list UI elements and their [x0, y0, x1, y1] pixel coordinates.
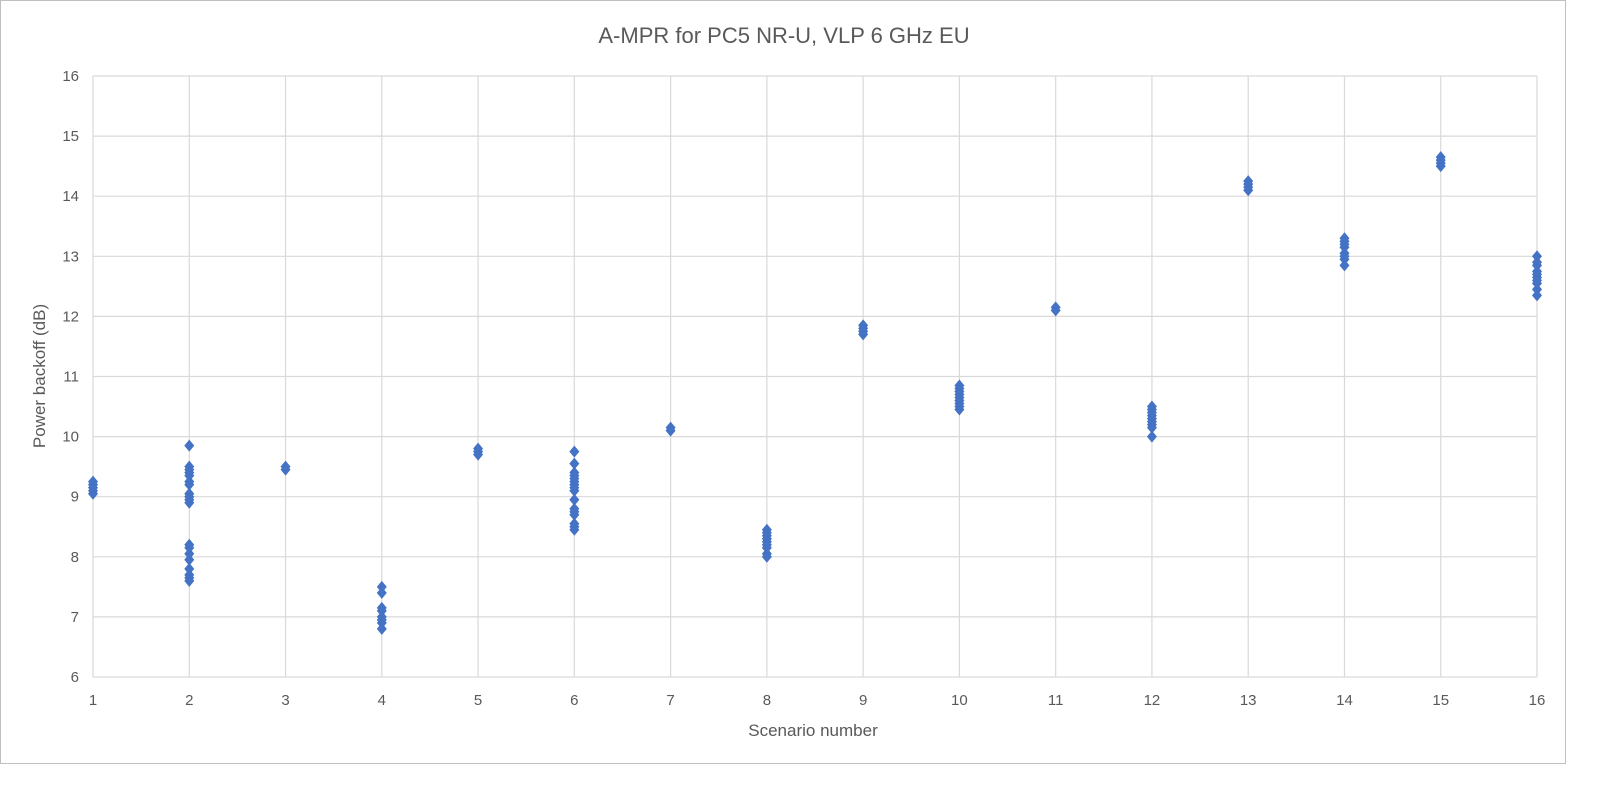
- data-point: [1532, 250, 1542, 263]
- x-axis-label: Scenario number: [748, 721, 878, 740]
- data-point: [280, 460, 291, 473]
- x-tick-label: 8: [763, 692, 771, 709]
- data-point: [184, 475, 195, 488]
- data-point: [1146, 400, 1157, 413]
- y-tick-labels: 6 7 8 9 10 11 12 13 14 15 16: [62, 68, 79, 686]
- data-point: [184, 487, 195, 500]
- data-point: [1339, 259, 1350, 272]
- y-tick-label: 11: [63, 369, 79, 386]
- y-tick-label: 14: [62, 188, 79, 205]
- data-point: [473, 442, 484, 455]
- y-tick-label: 8: [71, 549, 79, 566]
- x-tick-label: 4: [378, 692, 386, 709]
- x-tick-label: 9: [859, 692, 867, 709]
- data-point: [665, 421, 676, 434]
- data-point: [1532, 289, 1542, 302]
- data-point: [376, 580, 387, 593]
- x-tick-label: 7: [666, 692, 674, 709]
- data-point: [569, 517, 580, 530]
- x-tick-label: 3: [281, 692, 289, 709]
- y-tick-label: 16: [62, 68, 79, 85]
- data-point: [569, 493, 580, 506]
- x-tick-label: 2: [185, 692, 193, 709]
- x-tick-label: 14: [1336, 692, 1353, 709]
- data-point: [1050, 301, 1061, 314]
- data-point: [569, 466, 580, 479]
- data-point: [1146, 430, 1157, 443]
- x-tick-label: 5: [474, 692, 482, 709]
- data-point: [1339, 232, 1350, 245]
- x-tick-label: 16: [1529, 692, 1546, 709]
- data-point: [184, 568, 195, 581]
- x-tick-label: 15: [1432, 692, 1449, 709]
- data-point: [761, 547, 772, 560]
- x-tick-label: 1: [89, 692, 97, 709]
- data-point: [376, 586, 387, 599]
- data-point: [376, 610, 387, 623]
- x-tick-label: 11: [1048, 692, 1064, 709]
- data-point: [376, 601, 387, 614]
- data-point: [954, 379, 965, 392]
- data-point: [569, 502, 580, 515]
- data-point: [1532, 265, 1542, 278]
- data-point: [1532, 256, 1542, 269]
- data-point: [761, 523, 772, 536]
- data-point: [569, 445, 580, 458]
- data-point: [1532, 283, 1542, 296]
- data-point: [569, 457, 580, 470]
- x-tick-labels: 1 2 3 4 5 6 7 8 9 10 11 12 13 14 15 16: [89, 692, 1546, 709]
- data-point: [184, 439, 195, 452]
- data-point: [1243, 175, 1254, 188]
- data-point: [1435, 151, 1446, 164]
- y-tick-label: 10: [62, 429, 79, 446]
- y-tick-label: 9: [71, 489, 79, 506]
- y-tick-label: 12: [62, 308, 79, 325]
- data-point: [88, 475, 98, 488]
- data-point: [184, 562, 195, 575]
- data-point: [184, 538, 195, 551]
- data-point: [184, 553, 195, 566]
- chart-title: A-MPR for PC5 NR-U, VLP 6 GHz EU: [598, 23, 969, 48]
- y-tick-label: 7: [71, 609, 79, 626]
- data-point: [184, 547, 195, 560]
- data-point: [1339, 247, 1350, 260]
- data-point: [184, 460, 195, 473]
- grid-layer: [92, 75, 1538, 678]
- y-tick-label: 6: [71, 669, 79, 686]
- data-point: [376, 622, 387, 635]
- y-axis-label: Power backoff (dB): [30, 304, 49, 448]
- data-point: [858, 319, 869, 332]
- y-tick-label: 13: [62, 248, 79, 265]
- x-tick-label: 6: [570, 692, 578, 709]
- x-tick-label: 13: [1240, 692, 1257, 709]
- x-tick-label: 12: [1144, 692, 1161, 709]
- data-points: [88, 151, 1542, 635]
- x-tick-label: 10: [951, 692, 968, 709]
- y-tick-label: 15: [62, 128, 79, 145]
